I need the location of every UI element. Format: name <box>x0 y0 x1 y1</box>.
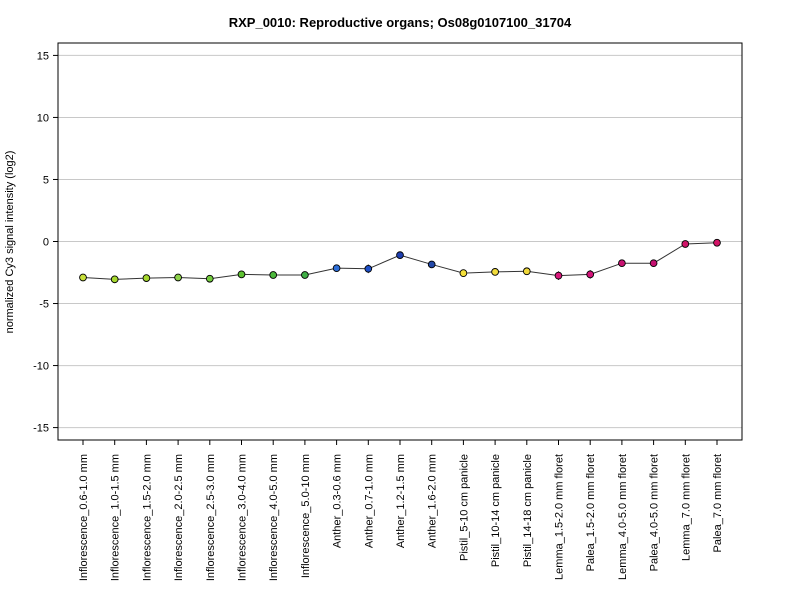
y-tick-label: -10 <box>33 361 49 373</box>
data-point <box>364 264 373 273</box>
data-point <box>174 273 182 282</box>
y-axis: -15 -10 -5 0 5 10 15 <box>33 50 58 435</box>
data-point <box>681 240 690 248</box>
x-tick-label: Palea_7.0 mm floret <box>712 454 724 552</box>
data-point <box>522 267 531 276</box>
y-tick-label: -15 <box>33 423 49 435</box>
x-tick-label: Inflorescence_2.0-2.5 mm <box>173 454 185 581</box>
gridlines <box>58 54 742 429</box>
data-point <box>459 269 468 277</box>
x-tick-label: Lemma_1.5-2.0 mm floret <box>554 454 566 580</box>
data-point <box>618 259 626 268</box>
x-tick-label: Pistil_5-10 cm panicle <box>458 454 470 561</box>
data-point <box>713 238 721 247</box>
x-tick-label: Inflorescence_2.5-3.0 mm <box>205 454 217 581</box>
y-tick-label: 10 <box>37 112 49 124</box>
data-point <box>427 260 436 269</box>
data-point <box>554 271 563 280</box>
y-tick-label: 5 <box>43 174 49 186</box>
data-point <box>332 264 341 273</box>
data-point <box>205 274 214 283</box>
x-tick-label: Inflorescence_1.5-2.0 mm <box>141 454 153 581</box>
x-tick-label: Palea_1.5-2.0 mm floret <box>585 454 597 571</box>
x-tick-label: Inflorescence_0.6-1.0 mm <box>78 454 90 581</box>
x-tick-label: Inflorescence_5.0-10 mm <box>300 454 312 578</box>
data-point <box>396 251 404 259</box>
data-point <box>649 259 658 268</box>
x-tick-label: Anther_0.7-1.0 mm <box>363 454 375 548</box>
y-axis-label: normalized Cy3 signal intensity (log2) <box>4 151 16 334</box>
data-point <box>301 271 309 279</box>
data-point <box>110 275 119 284</box>
x-tick-label: Inflorescence_1.0-1.5 mm <box>110 454 122 581</box>
y-tick-label: -5 <box>39 299 49 311</box>
data-point <box>269 271 278 279</box>
data-point <box>79 273 87 282</box>
data-point <box>491 268 499 276</box>
x-tick-label: Anther_1.6-2.0 mm <box>427 454 439 548</box>
x-tick-label: Pistil_14-18 cm panicle <box>522 454 534 567</box>
x-tick-label: Anther_1.2-1.5 mm <box>395 454 407 548</box>
x-tick-label: Lemma_4.0-5.0 mm floret <box>617 454 629 580</box>
data-series <box>79 238 721 284</box>
x-tick-label: Anther_0.3-0.6 mm <box>332 454 344 548</box>
x-tick-label: Inflorescence_4.0-5.0 mm <box>268 454 280 581</box>
x-tick-label: Inflorescence_3.0-4.0 mm <box>237 454 249 581</box>
data-point <box>586 270 595 279</box>
data-point <box>237 270 246 279</box>
y-tick-label: 0 <box>43 237 49 249</box>
chart-title: RXP_0010: Reproductive organs; Os08g0107… <box>229 15 572 30</box>
y-tick-label: 15 <box>37 50 49 62</box>
x-tick-label: Lemma_7.0 mm floret <box>680 454 692 561</box>
x-tick-label: Pistil_10-14 cm panicle <box>490 454 502 567</box>
data-point <box>142 274 151 282</box>
x-axis: Inflorescence_0.6-1.0 mm Inflorescence_1.… <box>78 440 724 581</box>
x-tick-label: Palea_4.0-5.0 mm floret <box>649 454 661 571</box>
